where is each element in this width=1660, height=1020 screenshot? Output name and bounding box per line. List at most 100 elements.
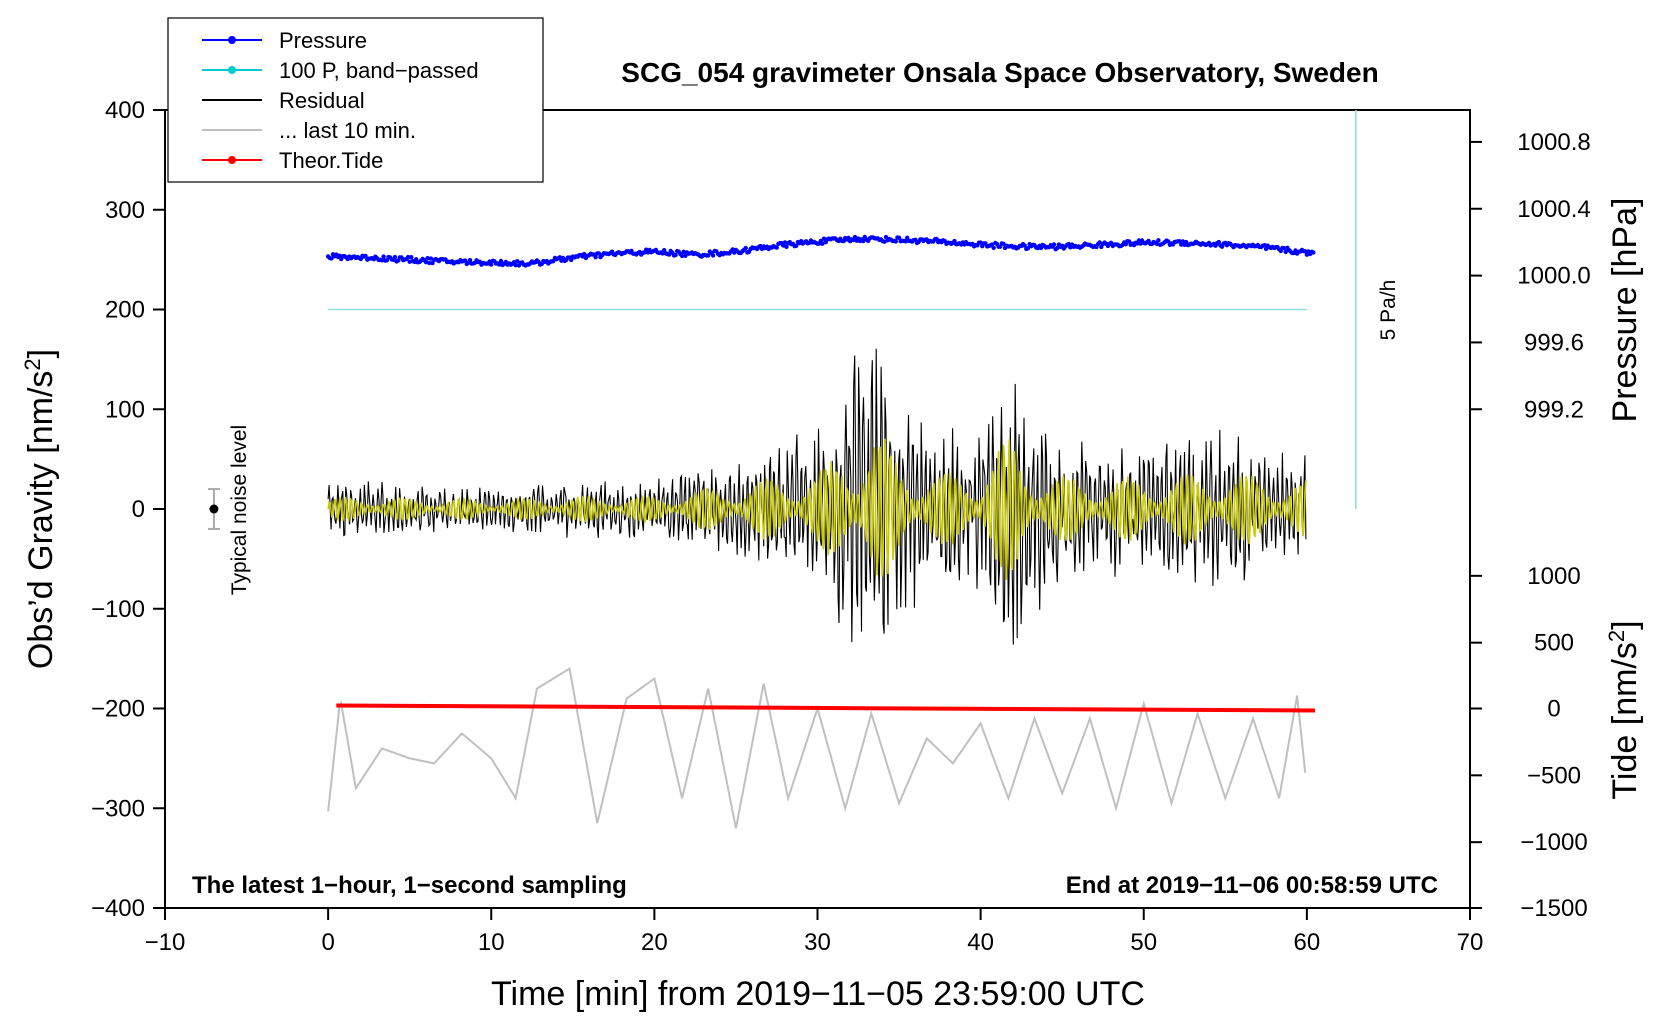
pressure-point [423,260,429,265]
noise-bar-center [209,504,219,514]
pressure-point [978,240,983,245]
pressure-point [679,253,685,259]
series-tide-line [336,703,1316,713]
x-tick-label: −10 [145,929,186,956]
tide-tick-label: 0 [1547,696,1560,723]
tide-tick-label: −1000 [1520,829,1587,856]
pressure-point [666,252,672,257]
y-tick-label: 300 [105,197,145,224]
y-axis-tide-label-sup: 2 [1604,630,1629,642]
pressure-point [596,251,602,256]
pressure-point [794,243,799,248]
pressure-tick-label: 1000.0 [1517,263,1590,290]
y-axis-left: −400 −300 −200 −100 0 100 200 300 400 [91,97,165,922]
series-residual-filtered-line [327,438,1307,580]
series-residual-line [327,348,1307,645]
pressure-point [593,255,598,260]
pressure-point [1263,246,1269,252]
pressure-point [405,254,411,260]
pressure-point [392,254,398,260]
y-axis-right-pressure: 999.2 999.6 1000.0 1000.4 1000.8 [1470,129,1591,423]
y-tick-label: −200 [91,696,145,723]
y-tick-label: −300 [91,795,145,822]
pressure-point [683,253,688,258]
x-axis: −10 0 10 20 30 40 50 60 70 [145,908,1484,956]
tide-tick-label: 1000 [1527,563,1580,590]
x-tick-label: 30 [804,929,831,956]
legend-marker [228,36,236,44]
pressure-point [1281,246,1287,251]
y-axis-tide-label-main: Tide [nm/s [1606,642,1644,799]
pressure-tick-label: 1000.8 [1517,129,1590,156]
legend-marker [228,66,236,74]
pressure-point [497,262,502,267]
legend-label: ... last 10 min. [279,118,416,143]
pressure-point [821,236,827,241]
pressure-point [710,253,716,258]
pressure-point [337,253,342,258]
pressure-point [998,244,1003,249]
y-axis-right-tide: −1500 −1000 −500 0 500 1000 [1470,563,1588,922]
series-layer [207,110,1357,829]
pressure-point [774,245,779,250]
pressure-point [673,252,678,258]
y-axis-tide-label-end: ] [1606,620,1644,629]
legend-label: 100 P, band−passed [279,58,479,83]
y-axis-tide-label: Tide [nm/s2] [1604,620,1644,799]
pressure-point [467,257,473,263]
pressure-point [1025,246,1031,251]
pressure-point [903,239,908,244]
y-tick-label: 400 [105,97,145,124]
rate-label: 5 Pa/h [1377,280,1400,341]
annotation-sampling: The latest 1−hour, 1−second sampling [192,872,627,899]
legend-label: Residual [279,88,365,113]
pressure-point [569,257,574,263]
pressure-point [896,235,902,240]
y-axis-left-label-main: Obs’d Gravity [nm/s [22,371,60,670]
pressure-point [784,244,789,249]
pressure-point [428,256,434,261]
pressure-point [1051,242,1057,247]
x-tick-label: 70 [1457,929,1484,956]
pressure-point [1180,239,1186,244]
pressure-point [498,258,504,264]
x-tick-label: 40 [967,929,994,956]
pressure-point [1166,239,1171,244]
tide-tick-label: −1500 [1520,895,1587,922]
x-axis-label: Time [min] from 2019−11−05 23:59:00 UTC [491,975,1145,1013]
legend: Pressure 100 P, band−passed Residual ... la… [167,17,544,183]
y-axis-left-label-end: ] [22,349,60,358]
tide-tick-label: −500 [1527,762,1581,789]
pressure-point [462,258,468,263]
tide-tick-label: 500 [1534,630,1574,657]
pressure-point [1022,243,1027,248]
pressure-point [329,256,334,261]
noise-level-label: Typical noise level [228,425,251,595]
legend-label: Pressure [279,28,367,53]
pressure-point [1283,249,1288,255]
pressure-point [1156,238,1161,243]
pressure-tick-label: 1000.4 [1517,196,1590,223]
pressure-point [513,263,518,268]
pressure-point [430,260,435,266]
legend-label: Theor.Tide [279,148,383,173]
pressure-point [1154,241,1160,246]
y-tick-label: 200 [105,297,145,324]
pressure-point [1097,240,1102,245]
pressure-point [1177,239,1182,244]
pressure-point [379,258,385,263]
pressure-point [582,251,587,257]
pressure-point [893,239,898,244]
x-tick-label: 20 [641,929,668,956]
x-tick-label: 0 [321,929,334,956]
series-last10min-line [327,666,1307,829]
legend-marker [228,156,236,164]
pressure-point [409,255,414,260]
pressure-point [820,241,825,246]
pressure-point [489,262,494,267]
pressure-point [1311,250,1316,255]
pressure-tick-label: 999.6 [1524,329,1584,356]
y-tick-label: −400 [91,895,145,922]
pressure-point [427,260,432,266]
